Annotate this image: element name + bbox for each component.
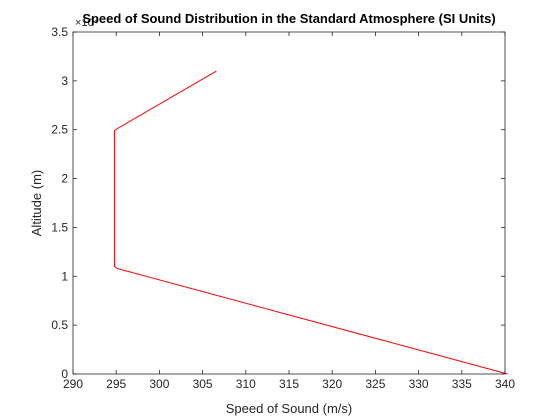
x-axis-label: Speed of Sound (m/s) [226,401,352,416]
plot-box [72,31,506,375]
y-tick-label: 1 [61,269,68,283]
x-tick-label: 330 [409,377,429,391]
y-tick-label: 3.5 [51,25,68,39]
y-tick-label: 2 [61,172,68,186]
y-axis-label: Altitude (m) [29,170,44,236]
y-axis: 0 0.5 1 1.5 2 2.5 3 3.5 [51,25,505,381]
x-tick-label: 310 [236,377,256,391]
y-axis-exponent-label: ×10⁴ [75,17,99,29]
x-tick-label: 290 [63,377,83,391]
y-tick-label: 2.5 [51,123,68,137]
plot-area [72,31,506,375]
y-tick-label: 3 [61,74,68,88]
series-layer [113,70,508,375]
x-tick-label: 320 [322,377,342,391]
y-tick-label: 0.5 [51,318,68,332]
x-tick-label: 325 [365,377,385,391]
x-tick-label: 335 [452,377,472,391]
x-tick-label: 305 [193,377,213,391]
x-tick-label: 340 [495,377,515,391]
series-line [113,70,508,375]
x-tick-label: 300 [149,377,169,391]
x-axis: 290 295 300 305 310 315 320 325 330 335 340 [63,32,515,391]
chart-title: Speed of Sound Distribution in the Stand… [82,11,495,26]
x-tick-label: 295 [106,377,126,391]
y-tick-label: 0 [61,367,68,381]
y-tick-label: 1.5 [51,220,68,234]
x-tick-label: 315 [279,377,299,391]
